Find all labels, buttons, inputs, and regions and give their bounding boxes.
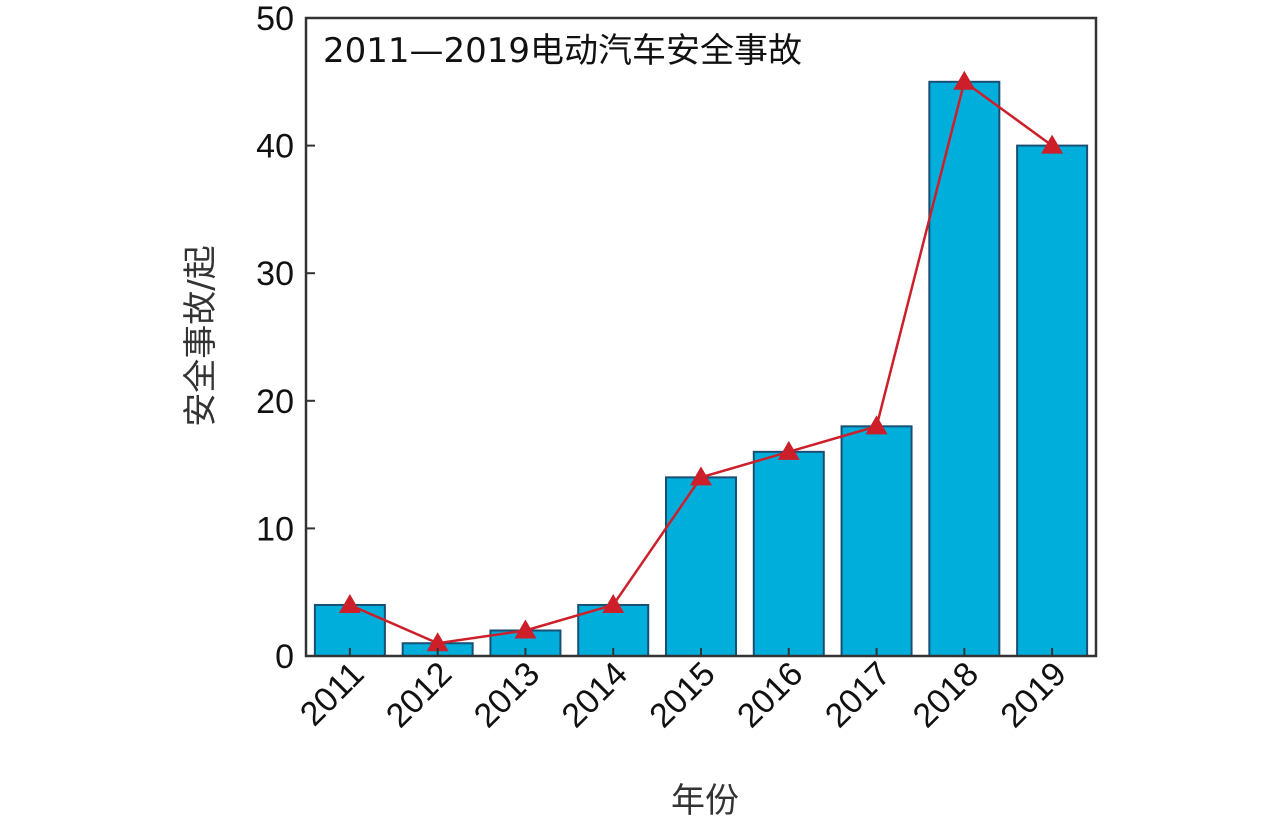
y-tick-label: 50 [256, 0, 294, 38]
bar-2011 [313, 603, 386, 658]
x-tick-label: 2012 [379, 655, 459, 735]
x-tick-label: 2013 [467, 655, 547, 735]
x-tick-label: 2014 [555, 655, 635, 735]
y-tick-label: 40 [256, 128, 294, 166]
bars-group [313, 80, 1089, 658]
x-tick-label: 2018 [906, 655, 986, 735]
x-tick-label: 2017 [818, 655, 898, 735]
trend-marker-2015 [690, 466, 712, 486]
y-axis-ticks: 0 10 20 30 40 50 [256, 0, 315, 676]
trend-marker-2014 [602, 593, 625, 613]
trend-marker-2019 [1041, 134, 1064, 154]
x-axis-title: 年份 [671, 781, 739, 821]
trend-line-group [338, 70, 1064, 652]
trend-marker-2017 [865, 415, 888, 435]
x-tick-label: 2016 [730, 655, 810, 735]
y-tick-label: 20 [256, 383, 294, 421]
y-axis-title: 安全事故/起 [181, 245, 221, 426]
bar-2019 [1016, 144, 1089, 657]
bar-2018 [928, 80, 1001, 658]
bar-2014 [577, 603, 650, 658]
y-tick-label: 10 [256, 510, 294, 548]
y-tick-label: 30 [256, 255, 294, 293]
trend-marker-2011 [338, 593, 361, 613]
bar-2016 [752, 450, 825, 657]
trend-marker-2018 [953, 70, 976, 90]
bar-2015 [665, 476, 737, 657]
bar-2017 [840, 425, 913, 657]
x-tick-label: 2015 [642, 655, 722, 735]
trend-marker-2013 [514, 619, 537, 639]
trend-marker-2012 [426, 632, 449, 652]
x-axis-ticks: 2011 2012 2013 2014 2015 2016 2017 2018 2019 [293, 648, 1074, 735]
x-tick-label: 2011 [293, 655, 372, 734]
trend-marker-2016 [777, 440, 800, 460]
chart-title: 2011—2019电动汽车安全事故 [323, 31, 802, 71]
x-tick-label: 2019 [993, 655, 1073, 735]
y-tick-label: 0 [275, 638, 294, 676]
